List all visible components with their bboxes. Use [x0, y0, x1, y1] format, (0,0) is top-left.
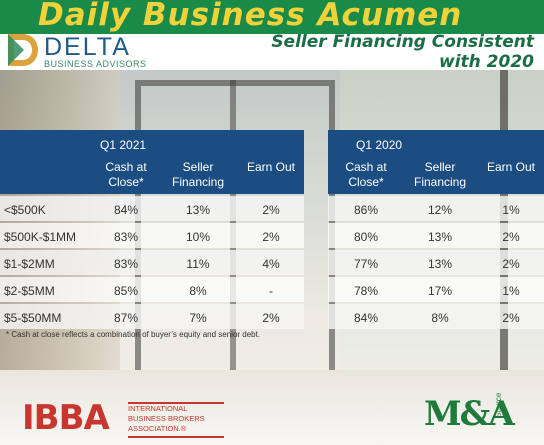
- table-row: 78% 17% 1%: [328, 277, 544, 302]
- row-label: <$500K: [4, 203, 46, 217]
- subtitle-line-2: with 2020: [439, 52, 534, 72]
- logo-subtext: BUSINESS ADVISORS: [44, 59, 147, 69]
- cell-seller-financing: 7%: [189, 311, 207, 325]
- col-header-earn-out: Earn Out: [486, 160, 536, 174]
- subtitle-line-1: Seller Financing Consistent: [271, 32, 534, 52]
- cell-cash: 84%: [113, 203, 139, 217]
- row-label: $2-$5MM: [4, 284, 55, 298]
- cell-cash: 85%: [113, 284, 139, 298]
- ibba-logo-letters: IBBA: [22, 398, 110, 438]
- ibba-line-2: BUSINESS BROKERS: [128, 414, 205, 423]
- table-body: 86% 12% 1% 80% 13% 2% 77% 13% 2% 78% 17%…: [328, 196, 544, 329]
- title-bar: Daily Business Acumen: [0, 0, 544, 34]
- cell-seller-financing: 11%: [186, 257, 210, 271]
- table-q1-2021: Q1 2021 Cash at Close* Seller Financing …: [0, 130, 304, 329]
- table-row: <$500K 84% 13% 2%: [0, 196, 304, 221]
- row-label: $5-$50MM: [4, 311, 62, 325]
- cell-seller-financing: 12%: [427, 203, 453, 217]
- ma-source-logo-source: Source: [494, 392, 503, 418]
- cell-earn-out: 4%: [262, 257, 280, 271]
- ibba-logo-text: INTERNATIONAL BUSINESS BROKERS ASSOCIATI…: [128, 402, 224, 438]
- cell-cash: 87%: [113, 311, 139, 325]
- cell-seller-financing: 8%: [431, 311, 449, 325]
- ma-source-logo: M&A Source: [424, 392, 515, 440]
- cell-earn-out: 2%: [502, 257, 520, 271]
- cell-cash: 77%: [353, 257, 379, 271]
- table-header: Q1 2020 Cash at Close* Seller Financing …: [328, 130, 544, 194]
- table-row: $2-$5MM 85% 8% -: [0, 277, 304, 302]
- cell-seller-financing: 8%: [189, 284, 207, 298]
- cell-earn-out: 2%: [502, 311, 520, 325]
- cell-seller-financing: 13%: [427, 230, 453, 244]
- table-row: $5-$50MM 87% 7% 2%: [0, 304, 304, 329]
- col-header-cash: Cash at Close*: [105, 160, 147, 189]
- row-label: $500K-$1MM: [4, 230, 77, 244]
- cell-earn-out: 2%: [262, 230, 280, 244]
- table-row: 77% 13% 2%: [328, 250, 544, 275]
- ibba-line-3: ASSOCIATION.®: [128, 424, 187, 433]
- cell-earn-out: 2%: [262, 311, 280, 325]
- header: Daily Business Acumen DELTA BUSINESS ADV…: [0, 0, 544, 72]
- subtitle: Seller Financing Consistent with 2020: [224, 32, 534, 72]
- footnote: * Cash at close reflects a combination o…: [6, 330, 261, 339]
- cell-cash: 83%: [113, 257, 139, 271]
- period-label: Q1 2020: [356, 138, 403, 152]
- page-title: Daily Business Acumen: [38, 0, 463, 33]
- table-body: <$500K 84% 13% 2% $500K-$1MM 83% 10% 2% …: [0, 196, 304, 329]
- ma-source-logo-text: M&A: [424, 394, 515, 434]
- cell-seller-financing: 13%: [427, 257, 453, 271]
- cell-earn-out: 2%: [262, 203, 280, 217]
- cell-seller-financing: 10%: [185, 230, 211, 244]
- table-row: 80% 13% 2%: [328, 223, 544, 248]
- table-header: Q1 2021 Cash at Close* Seller Financing …: [0, 130, 304, 194]
- col-header-seller-financing: Seller Financing: [171, 160, 225, 189]
- row-label: $1-$2MM: [4, 257, 55, 271]
- delta-logo: DELTA BUSINESS ADVISORS: [6, 32, 156, 72]
- cell-cash: 78%: [353, 284, 379, 298]
- table-row: 84% 8% 2%: [328, 304, 544, 329]
- ibba-logo: IBBA INTERNATIONAL BUSINESS BROKERS ASSO…: [22, 398, 232, 442]
- cell-cash: 80%: [353, 230, 379, 244]
- cell-cash: 83%: [113, 230, 139, 244]
- cell-earn-out: 1%: [502, 284, 520, 298]
- col-header-earn-out: Earn Out: [246, 160, 296, 174]
- background-floor: [0, 370, 544, 445]
- period-label: Q1 2021: [100, 138, 147, 152]
- cell-seller-financing: 13%: [185, 203, 211, 217]
- table-row: $500K-$1MM 83% 10% 2%: [0, 223, 304, 248]
- cell-seller-financing: 17%: [427, 284, 453, 298]
- cell-cash: 86%: [353, 203, 379, 217]
- cell-cash: 84%: [353, 311, 379, 325]
- logo-name: DELTA: [44, 33, 131, 61]
- cell-earn-out: 2%: [502, 230, 520, 244]
- table-row: 86% 12% 1%: [328, 196, 544, 221]
- table-q1-2020: Q1 2020 Cash at Close* Seller Financing …: [328, 130, 544, 329]
- cell-earn-out: 1%: [502, 203, 520, 217]
- ibba-line-1: INTERNATIONAL: [128, 404, 188, 413]
- table-row: $1-$2MM 83% 11% 4%: [0, 250, 304, 275]
- col-header-seller-financing: Seller Financing: [413, 160, 467, 189]
- col-header-cash: Cash at Close*: [345, 160, 387, 189]
- delta-logo-icon: [8, 34, 38, 66]
- cell-earn-out: -: [269, 284, 273, 298]
